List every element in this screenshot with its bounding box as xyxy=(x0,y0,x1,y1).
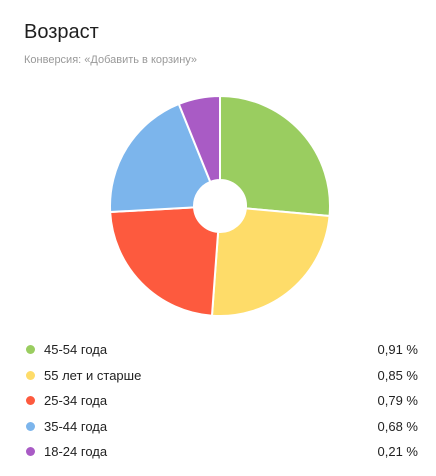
legend-item[interactable]: 18-24 года 0,21 % xyxy=(24,439,418,465)
legend-item[interactable]: 55 лет и старше 0,85 % xyxy=(24,363,418,389)
chart-slices xyxy=(109,95,331,317)
chart-legend: 45-54 года 0,91 % 55 лет и старше 0,85 % 25-… xyxy=(24,337,418,465)
legend-label: 25-34 года xyxy=(44,393,108,409)
pie-slice-4[interactable] xyxy=(109,102,212,214)
legend-value: 0,85 % xyxy=(377,367,418,383)
legend-label: 35-44 года xyxy=(44,418,108,434)
legend-color-dot xyxy=(26,370,35,380)
legend-item[interactable]: 35-44 года 0,68 % xyxy=(24,414,418,440)
widget-subtitle: Конверсия: «Добавить в корзину» xyxy=(24,54,198,66)
legend-value: 0,68 % xyxy=(377,418,418,434)
pie-slice-1[interactable] xyxy=(219,95,331,218)
donut-chart xyxy=(109,95,331,317)
pie-slice-5[interactable] xyxy=(177,95,221,183)
pie-slice-3[interactable] xyxy=(109,206,220,317)
legend-item[interactable]: 25-34 года 0,79 % xyxy=(24,388,418,414)
legend-color-dot xyxy=(26,396,35,406)
legend-value: 0,79 % xyxy=(377,393,418,409)
legend-label: 18-24 года xyxy=(44,444,108,460)
widget-title: Возраст xyxy=(24,21,99,43)
legend-value: 0,91 % xyxy=(377,342,418,358)
legend-color-dot xyxy=(26,345,35,355)
legend-label: 55 лет и старше xyxy=(44,367,142,383)
pie-slice-2[interactable] xyxy=(210,207,331,317)
legend-label: 45-54 года xyxy=(44,342,108,358)
legend-value: 0,21 % xyxy=(377,444,418,460)
legend-color-dot xyxy=(26,421,35,431)
legend-color-dot xyxy=(26,447,35,457)
legend-item[interactable]: 45-54 года 0,91 % xyxy=(24,337,418,363)
